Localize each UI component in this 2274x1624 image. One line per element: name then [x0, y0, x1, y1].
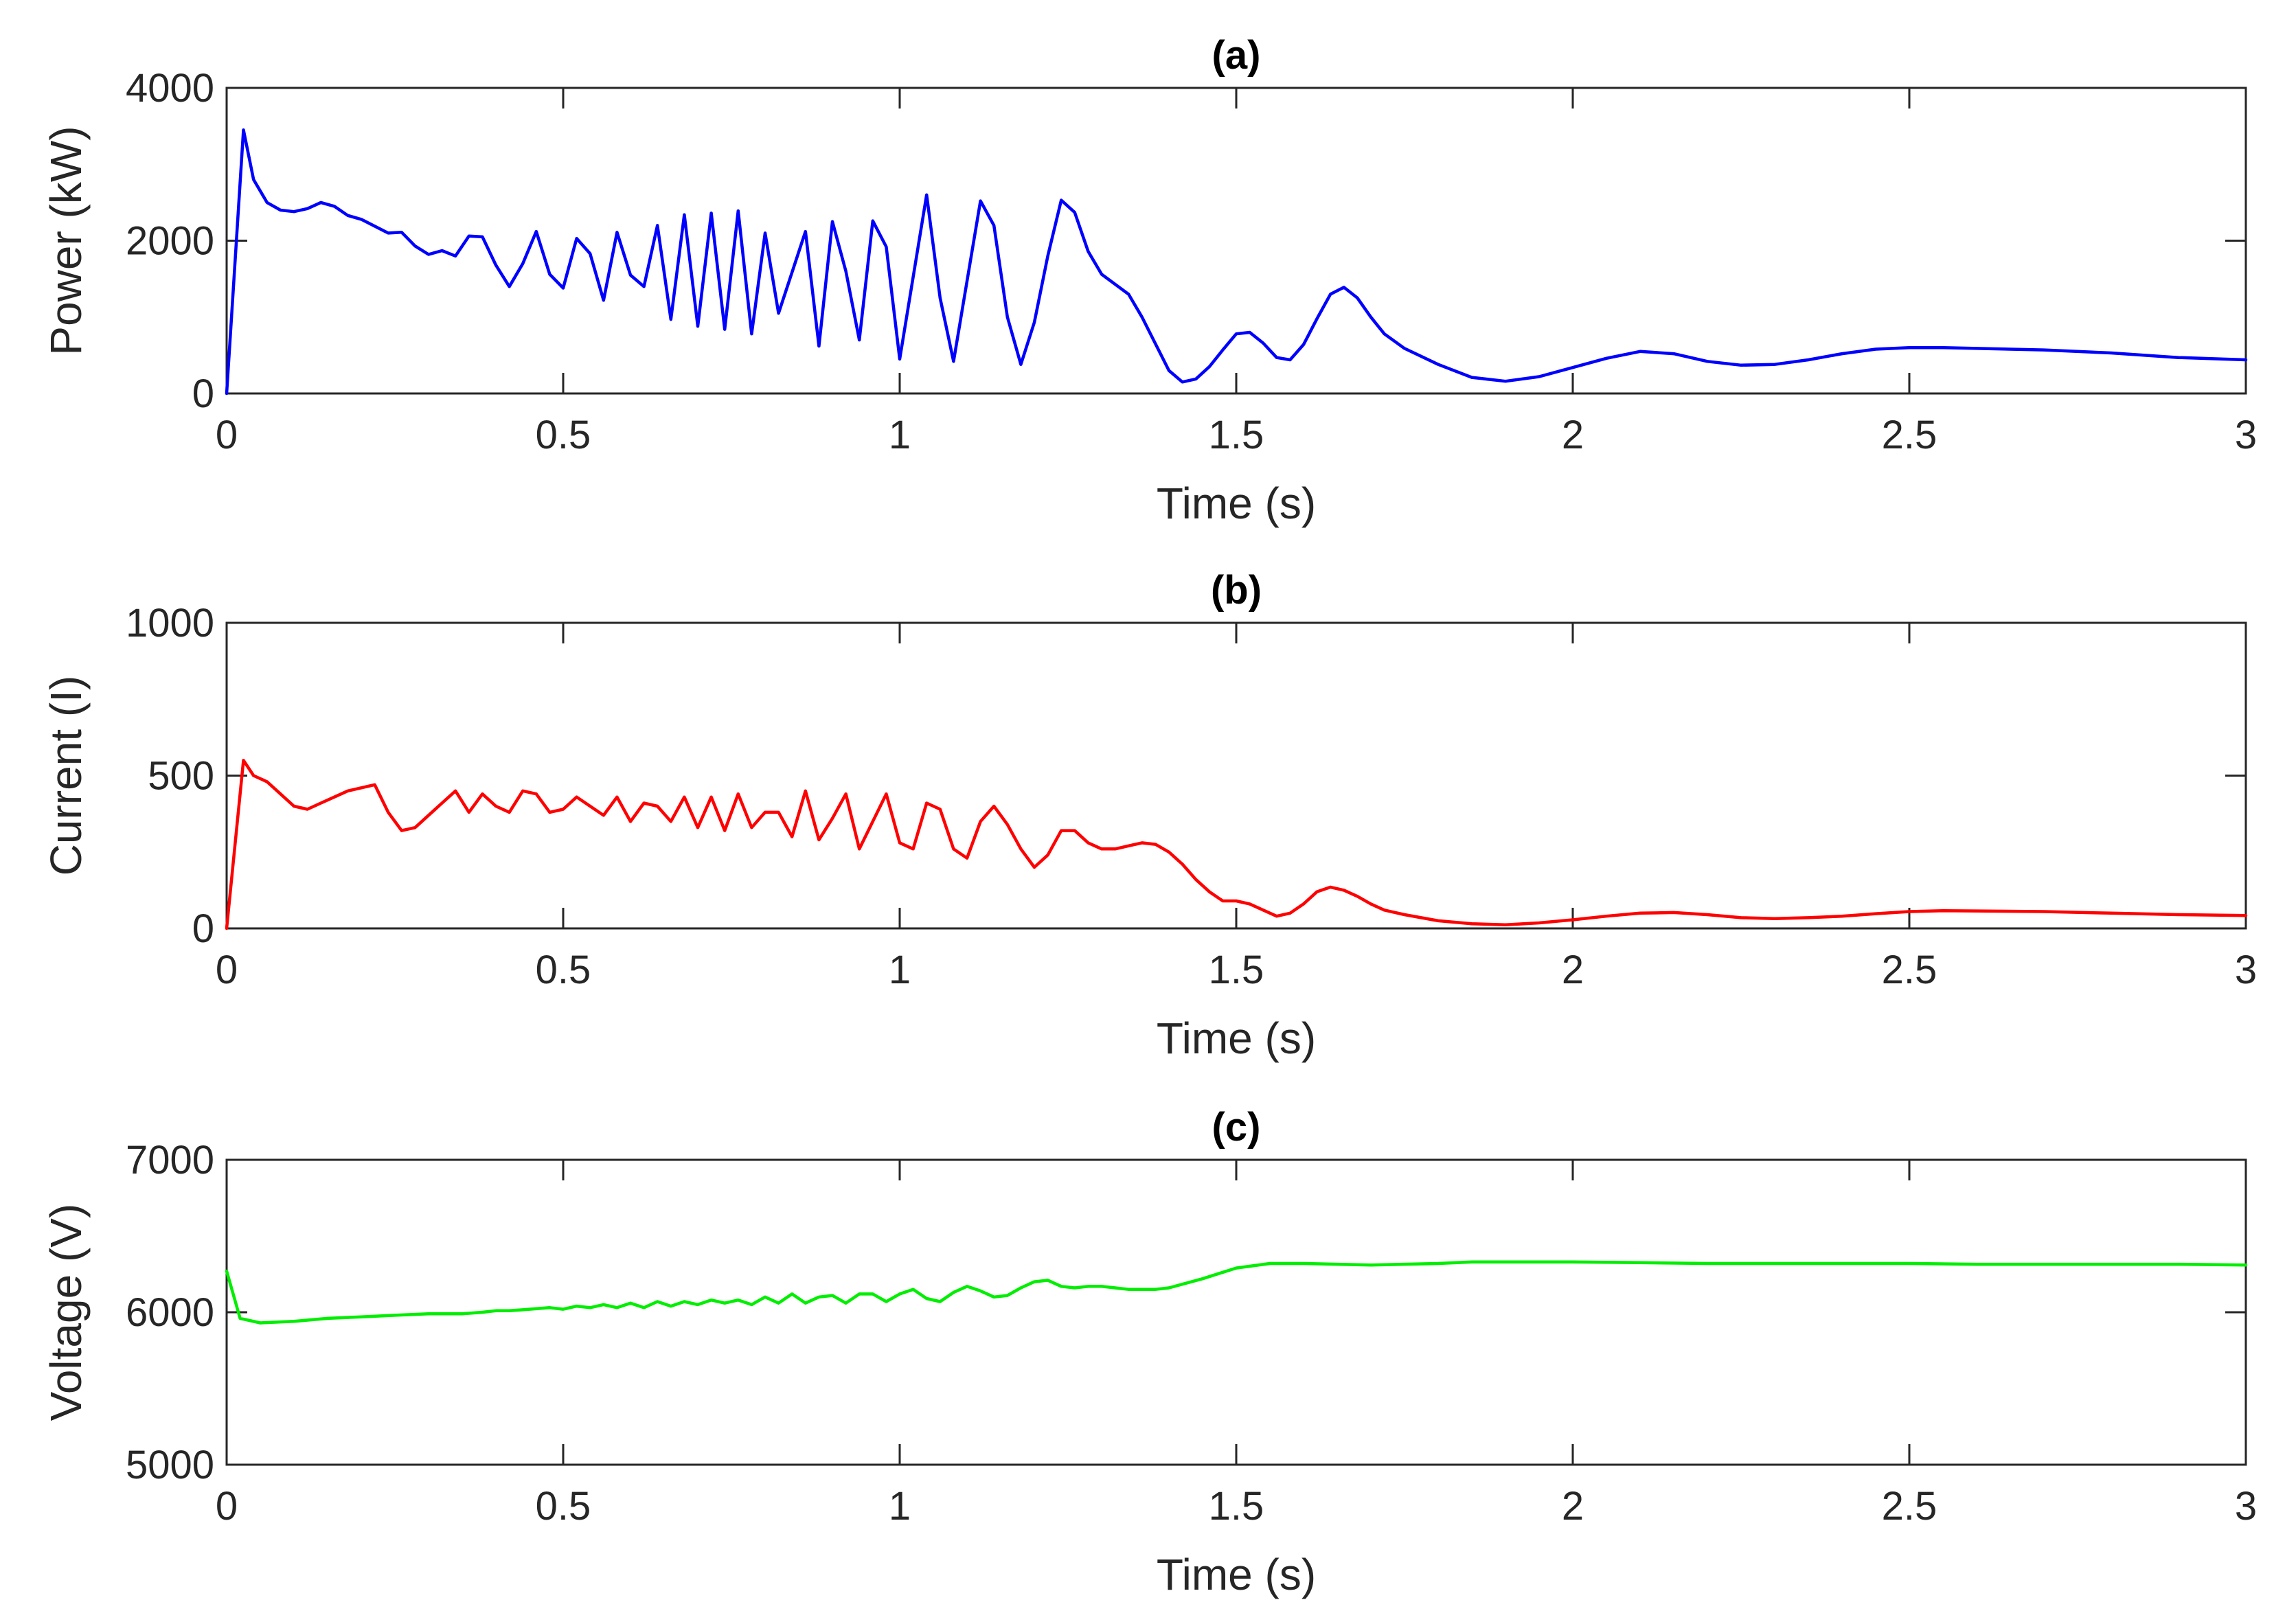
chart-panel-2: 0 0.5 1 1.5 2 2.5 3 0 500 1000 (b) Time (s) Current … — [41, 568, 2257, 1063]
y-tick-label: 1000 — [126, 601, 214, 645]
x-axis-label: Time (s) — [1157, 1014, 1316, 1063]
chart-panel-1: 0 0.5 1 1.5 2 2.5 3 0 2000 4000 (a) Time (s) Power (… — [41, 33, 2257, 528]
chart-title: (b) — [1211, 568, 1262, 613]
x-tick-label: 1 — [889, 413, 911, 457]
x-tick-label: 0 — [216, 1484, 238, 1529]
y-axis-label: Voltage (V) — [41, 1204, 91, 1421]
y-tick-label: 500 — [148, 754, 214, 799]
x-tick-label: 2 — [1562, 413, 1584, 457]
y-tick-label: 6000 — [126, 1290, 214, 1335]
chart-panel-3: 0 0.5 1 1.5 2 2.5 3 5000 6000 7000 (c) Time (s) Volt… — [41, 1105, 2257, 1599]
x-tick-label: 1.5 — [1209, 1484, 1264, 1529]
y-tick-label: 4000 — [126, 66, 214, 111]
y-tick-label: 2000 — [126, 219, 214, 264]
x-axis-label: Time (s) — [1157, 1550, 1316, 1599]
x-tick-label: 0.5 — [536, 413, 591, 457]
x-tick-label: 1.5 — [1209, 413, 1264, 457]
x-tick-label: 2 — [1562, 1484, 1584, 1529]
x-tick-label: 3 — [2235, 948, 2257, 992]
chart-title: (a) — [1212, 33, 1261, 78]
series-line-voltage — [225, 1260, 2248, 1325]
x-tick-label: 0 — [216, 948, 238, 992]
x-tick-label: 2.5 — [1882, 948, 1937, 992]
x-tick-label: 3 — [2235, 413, 2257, 457]
y-tick-label: 0 — [192, 906, 214, 951]
series-line-power — [225, 128, 2248, 396]
y-axis-label: Current (I) — [41, 676, 91, 876]
x-tick-label: 1 — [889, 948, 911, 992]
series-line-current — [225, 759, 2248, 930]
x-tick-label: 2.5 — [1882, 1484, 1937, 1529]
x-tick-label: 1 — [889, 1484, 911, 1529]
y-axis-label: Power (kW) — [41, 126, 91, 355]
x-tick-label: 0 — [216, 413, 238, 457]
axes-frame — [225, 621, 2247, 930]
chart-title: (c) — [1212, 1105, 1261, 1150]
axes-frame — [225, 87, 2247, 395]
x-tick-label: 3 — [2235, 1484, 2257, 1529]
x-tick-label: 0.5 — [536, 948, 591, 992]
x-tick-label: 2.5 — [1882, 413, 1937, 457]
x-tick-label: 2 — [1562, 948, 1584, 992]
y-tick-label: 7000 — [126, 1138, 214, 1182]
x-tick-label: 1.5 — [1209, 948, 1264, 992]
x-tick-label: 0.5 — [536, 1484, 591, 1529]
x-axis-label: Time (s) — [1157, 479, 1316, 528]
y-tick-label: 0 — [192, 371, 214, 416]
axes-frame — [225, 1158, 2247, 1466]
y-tick-label: 5000 — [126, 1443, 214, 1487]
